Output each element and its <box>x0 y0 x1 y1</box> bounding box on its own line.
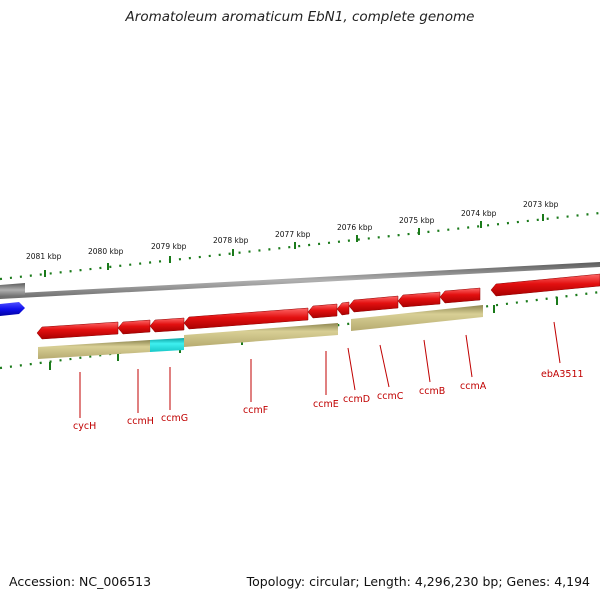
scale-track-upper <box>0 211 600 281</box>
kbp-label: 2075 kbp <box>399 216 435 225</box>
cds-band <box>351 305 483 331</box>
gene-label-ccmG: ccmG <box>161 413 188 424</box>
kbp-label: 2080 kbp <box>88 247 124 256</box>
scale-track-lower <box>0 290 600 370</box>
gene-label-ebA3511: ebA3511 <box>541 369 584 380</box>
gene-label-ccmA: ccmA <box>460 381 487 392</box>
cds-band <box>38 340 150 359</box>
genome-backbone <box>0 262 600 299</box>
kbp-labels: 2081 kbp 2080 kbp 2079 kbp 2078 kbp 2077… <box>26 200 559 261</box>
cds-band <box>184 323 338 347</box>
kbp-label: 2076 kbp <box>337 223 373 232</box>
gene-arrow-ccmA <box>439 287 481 304</box>
gene-label-ccmH: ccmH <box>127 416 154 427</box>
gene-label-cycH: cycH <box>73 421 96 432</box>
topology-text: Topology: circular; Length: 4,296,230 bp… <box>246 574 590 589</box>
gene-label-ccmF: ccmF <box>243 405 268 416</box>
gene-label-ccmC: ccmC <box>377 391 404 402</box>
label-leaders <box>79 321 561 418</box>
gene-arrow-cycH <box>36 321 119 340</box>
cds-band-cyan <box>150 338 184 352</box>
accession-text: Accession: NC_006513 <box>9 574 152 589</box>
gene-feature-blue <box>0 302 25 316</box>
gene-arrow-ccmF <box>183 307 309 330</box>
gene-arrow-ccmC <box>348 295 399 313</box>
gene-label-ccmE: ccmE <box>313 399 339 410</box>
cds-bands <box>38 305 483 359</box>
gene-arrow-ccmH <box>117 319 151 335</box>
gene-arrow-ccmE <box>307 303 338 319</box>
kbp-label: 2078 kbp <box>213 236 249 245</box>
gene-label-ccmD: ccmD <box>343 394 370 405</box>
kbp-label: 2081 kbp <box>26 252 62 261</box>
red-gene-arrows <box>36 273 600 340</box>
map-title: Aromatoleum aromaticum EbN1, complete ge… <box>125 9 475 25</box>
gene-label-ccmB: ccmB <box>419 386 445 397</box>
gene-arrow-ccmB <box>397 291 441 308</box>
major-ticks-upper <box>44 214 544 277</box>
gene-arrow-ccmG <box>149 317 185 333</box>
gene-labels: cycH ccmH ccmG ccmF ccmE ccmD ccmC ccmB … <box>73 369 584 432</box>
gene-arrow-ccmD <box>336 301 350 316</box>
gene-arrow-ebA3511 <box>490 273 600 297</box>
kbp-label: 2073 kbp <box>523 200 559 209</box>
gene-feature-grey <box>0 283 25 297</box>
kbp-label: 2079 kbp <box>151 242 187 251</box>
kbp-label: 2074 kbp <box>461 209 497 218</box>
kbp-label: 2077 kbp <box>275 230 311 239</box>
